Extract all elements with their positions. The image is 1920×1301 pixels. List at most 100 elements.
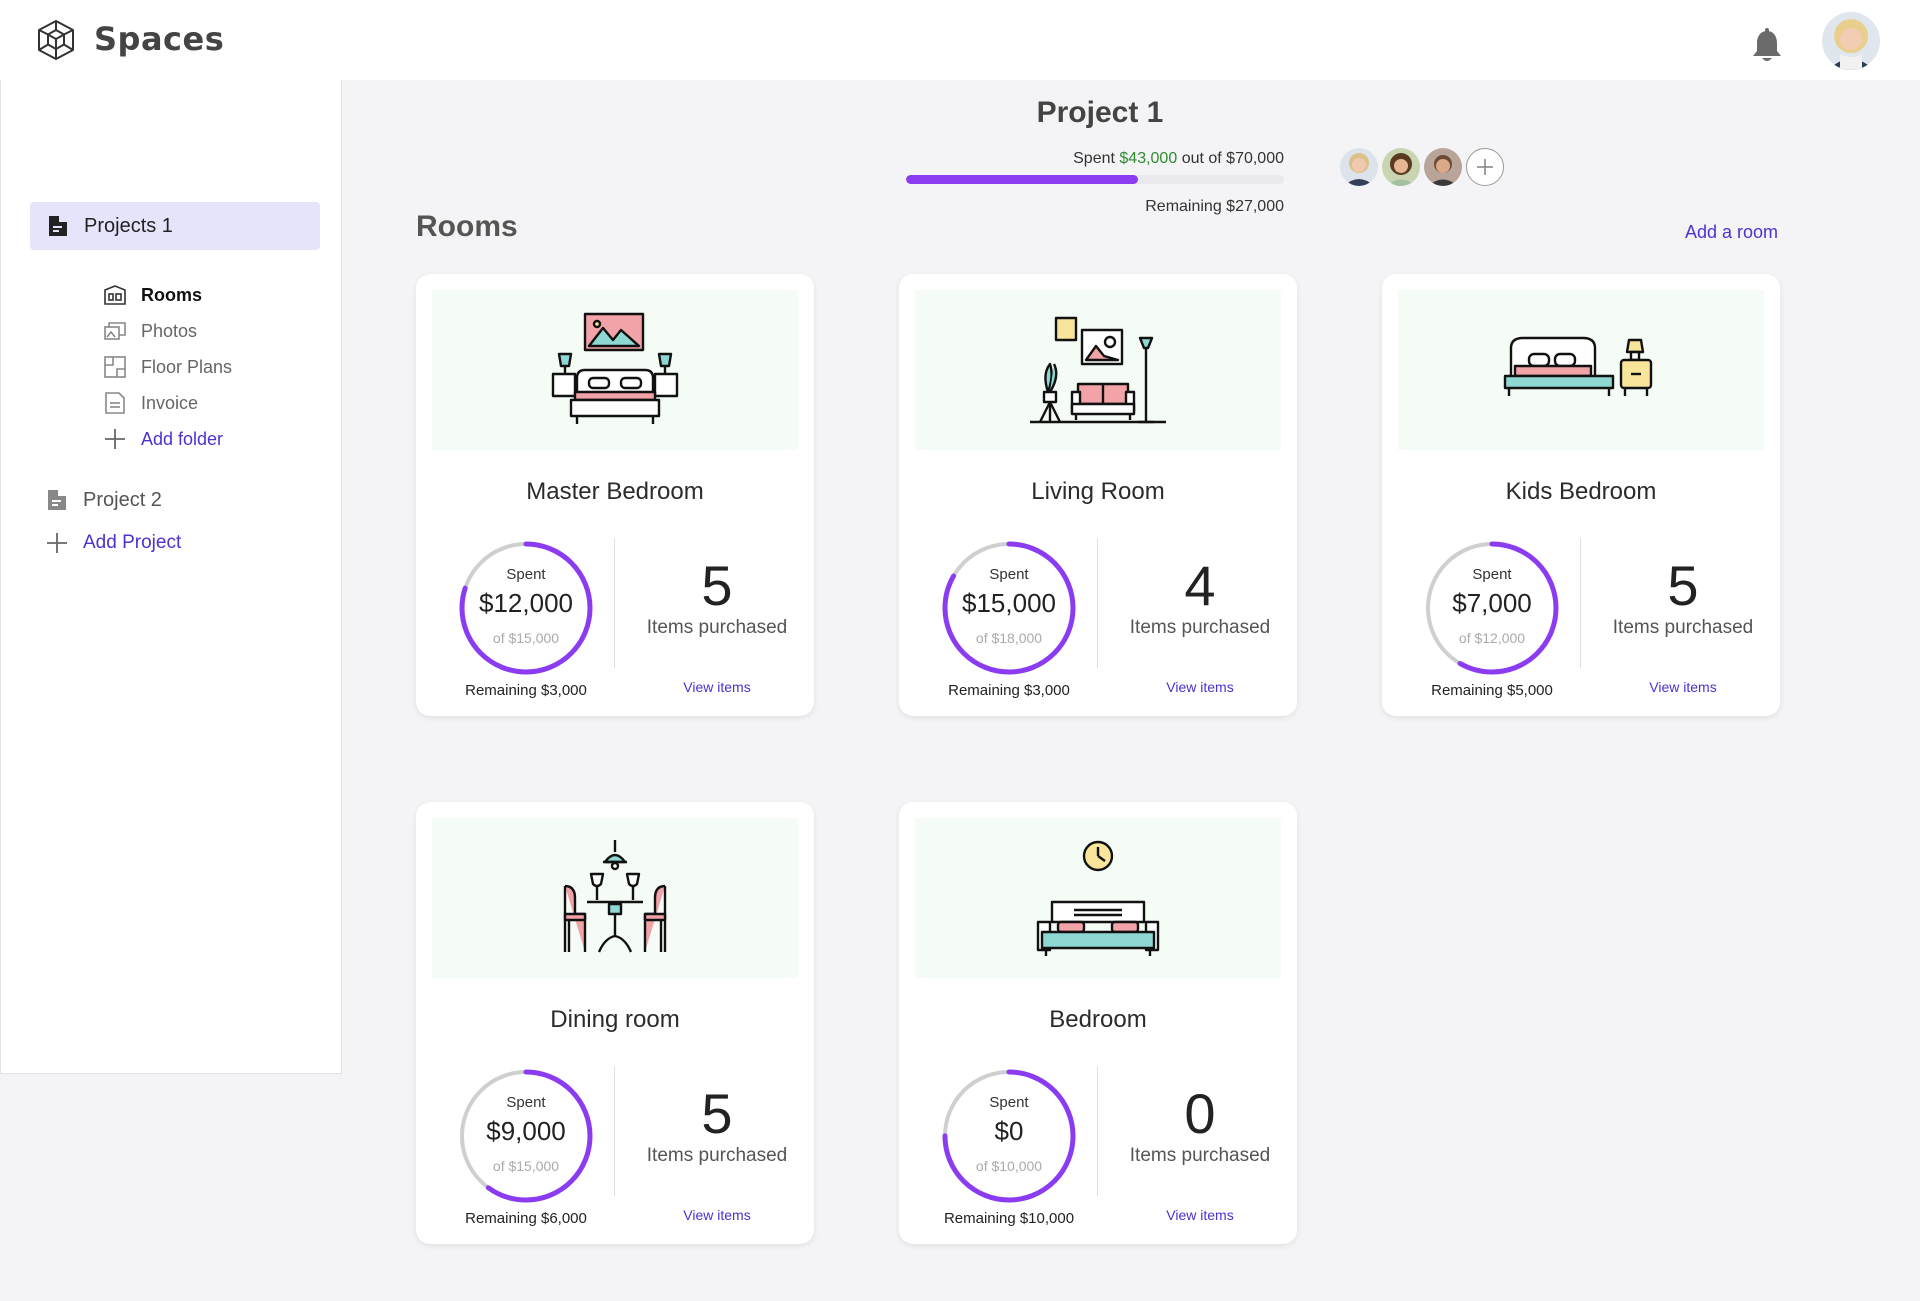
spent-label: Spent	[1472, 566, 1512, 583]
add-room-link[interactable]: Add a room	[1684, 222, 1778, 242]
items-count: 5	[701, 554, 733, 617]
room-banner	[915, 290, 1281, 450]
sidebar-item-rooms[interactable]: Rooms	[103, 280, 202, 310]
add-member-button[interactable]	[1466, 148, 1504, 186]
spend-progress-ring	[942, 1069, 1076, 1203]
room-remaining: Remaining $3,000	[465, 682, 587, 699]
spent-amount: $9,000	[486, 1116, 566, 1146]
member-avatar[interactable]	[1382, 148, 1420, 186]
spend-ring-text: Spent $12,000 of $15,000	[458, 540, 594, 676]
top-bar: Spaces	[0, 0, 1920, 80]
plus-icon	[1477, 159, 1493, 175]
add-folder-label: Add folder	[141, 428, 224, 449]
sidebar-item-invoice[interactable]: Invoice	[103, 388, 198, 418]
items-count: 5	[1667, 554, 1699, 617]
room-card-kids-bedroom[interactable]: Kids Bedroom Spent $7,000 of $12,000 Rem…	[1382, 274, 1780, 716]
project-icon	[49, 216, 67, 236]
project-remaining: Remaining $27,000	[1145, 198, 1284, 215]
room-card-bedroom[interactable]: Bedroom Spent $0 of $10,000 Remaining $1…	[899, 802, 1297, 1244]
living-room-illustration	[1030, 316, 1166, 424]
room-card-master-bedroom[interactable]: Master Bedroom Spent $12,000 of $15,000 …	[416, 274, 814, 716]
cube-logo-icon[interactable]	[36, 18, 76, 62]
spent-amount: $7,000	[1452, 588, 1532, 618]
view-items-link[interactable]: View items	[1649, 679, 1717, 695]
room-banner	[432, 290, 798, 450]
spent-amount: $12,000	[479, 588, 573, 618]
sidebar-item-photos[interactable]: Photos	[103, 316, 197, 346]
invoice-icon	[105, 392, 125, 414]
sidebar-project-2-label: Project 2	[83, 488, 162, 511]
spent-prefix: Spent	[1073, 150, 1115, 167]
budget-amount: of $10,000	[975, 1158, 1043, 1174]
spend-progress-ring	[459, 1069, 593, 1203]
bedroom-illustration	[1036, 840, 1160, 956]
project-members	[1340, 148, 1504, 186]
room-name: Living Room	[1031, 478, 1165, 505]
spend-progress-ring	[459, 541, 593, 675]
view-items-link[interactable]: View items	[1166, 679, 1234, 695]
spent-label: Spent	[506, 566, 546, 583]
view-items-link[interactable]: View items	[1166, 1207, 1234, 1223]
spend-progress-ring	[942, 541, 1076, 675]
bell-icon[interactable]	[1750, 28, 1784, 64]
rooms-heading: Rooms	[416, 210, 518, 243]
budget-progress-fill	[906, 175, 1139, 184]
floor-plans-icon	[104, 356, 126, 378]
sidebar-item-label: Floor Plans	[141, 356, 233, 377]
spend-ring-text: Spent $9,000 of $15,000	[458, 1068, 594, 1204]
spent-amount: $43,000	[1119, 150, 1178, 167]
sidebar-project-1[interactable]: Projects 1	[30, 202, 320, 250]
room-banner	[432, 818, 798, 978]
spent-label: Spent	[506, 1094, 546, 1111]
room-card-living-room[interactable]: Living Room Spent $15,000 of $18,000 Rem…	[899, 274, 1297, 716]
member-avatar[interactable]	[1340, 148, 1378, 186]
add-project-button[interactable]: Add Project	[45, 527, 181, 559]
member-avatar[interactable]	[1424, 148, 1462, 186]
room-remaining: Remaining $6,000	[465, 1210, 587, 1227]
spend-ring-text: Spent $7,000 of $12,000	[1424, 540, 1560, 676]
kids-bedroom-illustration	[1503, 336, 1653, 396]
items-count-label: Items purchased	[646, 617, 788, 638]
spend-progress-ring	[1425, 541, 1559, 675]
view-items-link[interactable]: View items	[683, 679, 751, 695]
spent-label: Spent	[989, 566, 1029, 583]
budget-amount: of $12,000	[1458, 630, 1526, 646]
user-avatar[interactable]	[1822, 12, 1880, 70]
photos-icon	[104, 322, 126, 340]
sidebar-item-floor-plans[interactable]: Floor Plans	[103, 352, 232, 382]
room-remaining: Remaining $5,000	[1431, 682, 1553, 699]
items-count: 5	[701, 1082, 733, 1145]
card-divider	[614, 1066, 615, 1196]
brand-name: Spaces	[94, 20, 225, 58]
sidebar-project-1-label: Projects 1	[84, 214, 173, 237]
room-name: Dining room	[550, 1006, 680, 1033]
sidebar-project-2[interactable]: Project 2	[45, 484, 162, 516]
room-banner	[1398, 290, 1764, 450]
items-count-label: Items purchased	[1129, 617, 1271, 638]
card-divider	[614, 538, 615, 668]
items-count: 0	[1184, 1082, 1216, 1145]
room-remaining: Remaining $3,000	[948, 682, 1070, 699]
add-project-label: Add Project	[83, 532, 182, 553]
rooms-icon	[104, 285, 126, 305]
room-remaining: Remaining $10,000	[943, 1210, 1075, 1227]
budget-amount: of $18,000	[975, 630, 1043, 646]
room-card-dining-room[interactable]: Dining room Spent $9,000 of $15,000 Rema…	[416, 802, 814, 1244]
card-divider	[1097, 538, 1098, 668]
room-banner	[915, 818, 1281, 978]
spent-amount: $15,000	[962, 588, 1056, 618]
sidebar: Projects 1 Rooms Photos Floor Plans Invo…	[0, 80, 342, 1074]
items-count: 4	[1184, 554, 1216, 617]
master-bedroom-illustration	[551, 312, 679, 424]
project-icon	[48, 490, 66, 510]
view-items-link[interactable]: View items	[683, 1207, 751, 1223]
spent-suffix: out of $70,000	[1181, 150, 1284, 167]
room-name: Master Bedroom	[526, 478, 704, 505]
add-folder-button[interactable]: Add folder	[103, 424, 223, 454]
project-spent-summary: Spent $43,000 out of $70,000	[906, 150, 1284, 168]
spent-label: Spent	[989, 1094, 1029, 1111]
budget-amount: of $15,000	[492, 1158, 560, 1174]
spend-ring-text: Spent $15,000 of $18,000	[941, 540, 1077, 676]
sidebar-item-label: Invoice	[141, 392, 199, 413]
plus-icon	[47, 533, 67, 553]
